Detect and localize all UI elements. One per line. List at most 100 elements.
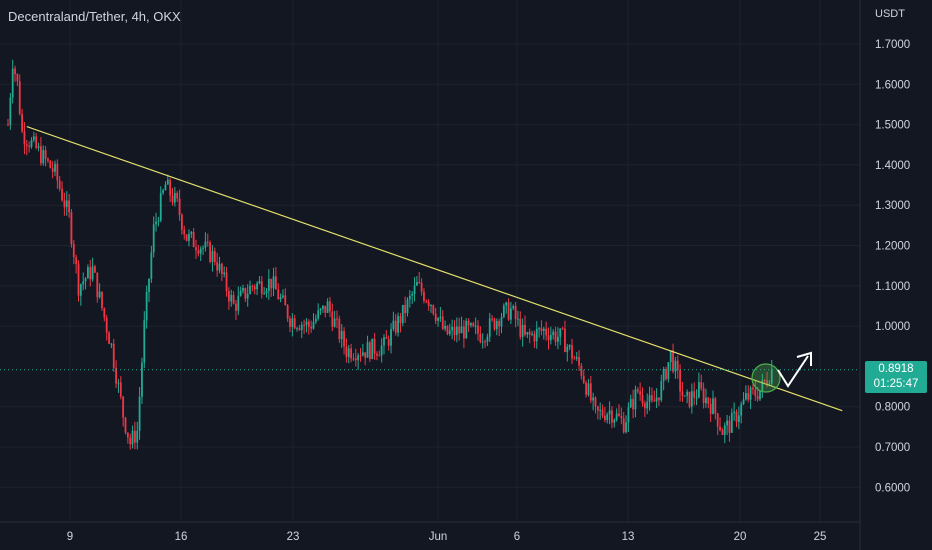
candle-body bbox=[432, 305, 435, 314]
candle-body bbox=[535, 328, 538, 342]
candle-body bbox=[601, 409, 604, 416]
last-price-tag: 0.8918 01:25:47 bbox=[865, 361, 927, 393]
candle-body bbox=[40, 146, 42, 164]
candle-body bbox=[651, 395, 653, 401]
symbol-title[interactable]: Decentraland/Tether, 4h, OKX bbox=[8, 9, 181, 24]
candle-body bbox=[641, 394, 644, 404]
candle-body bbox=[655, 397, 658, 402]
last-price-value: 0.8918 bbox=[878, 363, 914, 375]
candle-body bbox=[613, 419, 616, 423]
candle-body bbox=[23, 131, 26, 145]
candle-body bbox=[44, 150, 47, 159]
candle-body bbox=[512, 306, 515, 309]
candle-body bbox=[425, 300, 428, 302]
candle-body bbox=[636, 389, 639, 392]
candle-body bbox=[289, 318, 291, 327]
candle-body bbox=[589, 383, 592, 401]
candle-body bbox=[72, 244, 75, 258]
y-tick-label: 0.7000 bbox=[875, 442, 910, 454]
candle-body bbox=[126, 432, 129, 438]
candle-body bbox=[277, 289, 280, 300]
candle-body bbox=[260, 281, 263, 294]
candle-body bbox=[554, 331, 557, 342]
candle-body bbox=[465, 320, 468, 339]
candle-body bbox=[397, 316, 399, 333]
candle-body bbox=[712, 398, 714, 414]
candle-body bbox=[571, 345, 573, 359]
candle-body bbox=[336, 318, 338, 320]
candle-body bbox=[547, 335, 550, 341]
y-tick-label: 1.1000 bbox=[875, 281, 910, 293]
y-tick-label: 1.7000 bbox=[875, 39, 910, 51]
candle-body bbox=[441, 316, 444, 329]
candle-body bbox=[32, 136, 35, 140]
candle-body bbox=[322, 305, 324, 309]
candle-body bbox=[733, 411, 736, 414]
projection-arrow[interactable] bbox=[777, 355, 809, 388]
candle-body bbox=[326, 301, 329, 313]
y-tick-label: 1.6000 bbox=[875, 79, 910, 91]
candle-body bbox=[507, 302, 510, 320]
candle-body bbox=[648, 395, 651, 402]
candle-body bbox=[272, 276, 275, 289]
candle-body bbox=[686, 391, 689, 396]
candle-body bbox=[672, 350, 674, 372]
candle-body bbox=[519, 318, 522, 337]
candle-body bbox=[58, 180, 61, 189]
candle-body bbox=[606, 414, 609, 421]
candle-body bbox=[145, 292, 148, 321]
breakout-highlight-circle[interactable] bbox=[751, 363, 781, 393]
candle-body bbox=[763, 379, 766, 381]
candle-body bbox=[25, 144, 28, 146]
candle-body bbox=[582, 375, 585, 383]
candle-body bbox=[728, 420, 731, 433]
candle-body bbox=[157, 220, 160, 222]
candle-body bbox=[564, 328, 566, 352]
x-tick-label: 23 bbox=[287, 531, 300, 543]
candle-body bbox=[488, 318, 491, 337]
candle-body bbox=[702, 388, 705, 404]
candle-body bbox=[540, 328, 543, 332]
candle-body bbox=[662, 369, 665, 382]
candle-body bbox=[575, 356, 578, 359]
candle-body bbox=[110, 343, 113, 345]
candle-body bbox=[510, 308, 512, 320]
candle-body bbox=[453, 326, 456, 336]
candle-body bbox=[693, 391, 696, 398]
candle-body bbox=[47, 158, 49, 161]
candle-body bbox=[639, 391, 642, 395]
candle-body bbox=[94, 266, 96, 273]
candle-body bbox=[319, 308, 322, 311]
candle-body bbox=[91, 266, 94, 280]
trendline[interactable] bbox=[26, 126, 843, 412]
candle-body bbox=[112, 343, 115, 368]
candle-body bbox=[749, 387, 752, 400]
candle-body bbox=[690, 391, 693, 407]
candle-body bbox=[169, 179, 172, 196]
candle-body bbox=[14, 68, 16, 75]
candle-body bbox=[709, 404, 712, 414]
candle-body bbox=[460, 326, 463, 334]
candle-body bbox=[653, 400, 656, 402]
candle-body bbox=[705, 397, 707, 404]
candle-body bbox=[178, 198, 181, 215]
price-axis[interactable]: 1.7000 1.6000 1.5000 1.4000 1.3000 1.2000 1.10… bbox=[875, 39, 910, 494]
candle-body bbox=[674, 360, 677, 372]
candle-body bbox=[148, 278, 150, 293]
candle-body bbox=[307, 321, 310, 327]
candle-body bbox=[155, 221, 157, 225]
candle-body bbox=[585, 382, 587, 395]
candle-body bbox=[698, 382, 700, 398]
candle-body bbox=[768, 383, 771, 385]
candle-body bbox=[324, 305, 327, 313]
candle-body bbox=[49, 160, 52, 168]
candle-body bbox=[124, 417, 127, 433]
candle-body bbox=[213, 251, 216, 263]
axis-currency-label: USDT bbox=[875, 8, 905, 20]
time-axis[interactable]: 9 16 23 Jun 6 13 20 25 bbox=[67, 531, 827, 543]
candle-body bbox=[164, 184, 167, 191]
candle-body bbox=[559, 328, 562, 337]
candle-body bbox=[166, 179, 169, 185]
candle-body bbox=[218, 263, 221, 271]
